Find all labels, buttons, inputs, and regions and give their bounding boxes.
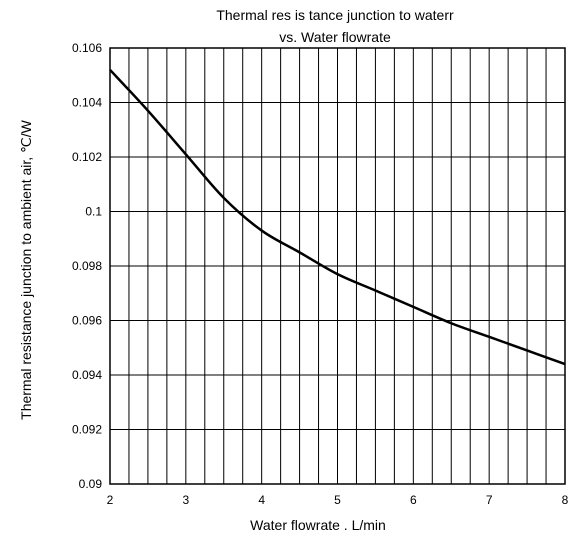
y-axis-label: Thermal resistance junction to ambient a…	[18, 119, 34, 420]
y-tick-label: 0.096	[72, 314, 102, 328]
y-tick-label: 0.09	[79, 477, 103, 491]
chart-subtitle: vs. Water flowrate	[279, 29, 391, 45]
x-tick-label: 3	[182, 493, 189, 507]
x-tick-label: 8	[562, 493, 569, 507]
x-tick-label: 2	[107, 493, 114, 507]
x-tick-label: 7	[486, 493, 493, 507]
grid-layer	[109, 47, 566, 485]
chart-title: Thermal res is tance junction to waterr	[216, 7, 454, 23]
x-tick-label: 6	[410, 493, 417, 507]
series-layer	[109, 68, 566, 366]
tick-label-layer: 2 3 4 5 6 7 8 0.09 0.092 0.094 0.096 0.098 0.1 0.102 0…	[72, 41, 569, 507]
y-tick-label: 0.094	[72, 368, 102, 382]
plot-area-frame	[109, 47, 566, 485]
y-tick-label: 0.098	[72, 259, 102, 273]
y-tick-label: 0.102	[72, 150, 102, 164]
y-tick-label: 0.106	[72, 41, 102, 55]
y-tick-label: 0.1	[85, 205, 102, 219]
x-tick-label: 5	[334, 493, 341, 507]
x-tick-label: 4	[258, 493, 265, 507]
y-tick-label: 0.104	[72, 96, 102, 110]
x-axis-label: Water flowrate . L/min	[250, 517, 386, 533]
y-tick-label: 0.092	[72, 423, 102, 437]
